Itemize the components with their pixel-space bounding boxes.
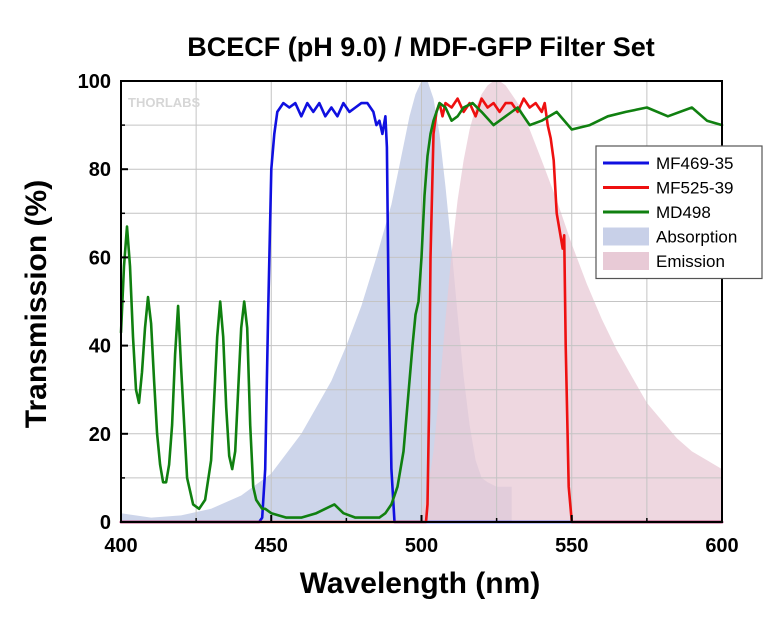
- chart-title: BCECF (pH 9.0) / MDF-GFP Filter Set: [187, 32, 655, 62]
- line-layer: [119, 97, 724, 524]
- legend-label-emission: Emission: [656, 252, 725, 271]
- legend-swatch-absorption: [603, 227, 649, 246]
- y-tick-label: 20: [89, 424, 111, 446]
- y-tick-label: 60: [89, 247, 111, 269]
- y-axis-title: Transmission (%): [20, 180, 53, 428]
- area-absorption: [121, 81, 512, 522]
- plot-area: THORLABS: [119, 81, 724, 524]
- legend-label-md498: MD498: [656, 203, 711, 222]
- legend-label-mf525-39: MF525-39: [656, 179, 733, 198]
- y-tick-label: 100: [78, 71, 111, 93]
- y-tick-label: 80: [89, 159, 111, 181]
- legend: MF469-35 MF525-39 MD498 Absorption Emission: [595, 145, 763, 280]
- x-tick-label: 400: [104, 535, 137, 557]
- legend-swatch-emission: [603, 252, 649, 270]
- x-tick-label: 500: [405, 535, 438, 557]
- y-tick-label: 0: [100, 512, 111, 534]
- thorlabs-watermark: THORLABS: [128, 95, 201, 110]
- tick-layer: 400 450 500 550 600 0 20 40 60 80 100: [78, 71, 739, 557]
- series-line-mf469-35: [119, 101, 724, 524]
- legend-label-absorption: Absorption: [656, 228, 737, 247]
- x-tick-label: 450: [255, 535, 288, 557]
- x-tick-label: 550: [555, 535, 588, 557]
- x-tick-label: 600: [705, 535, 738, 557]
- legend-label-mf469-35: MF469-35: [656, 154, 733, 173]
- x-axis-title: Wavelength (nm): [300, 567, 541, 600]
- y-tick-label: 40: [89, 336, 111, 358]
- series-line-md498: [119, 101, 724, 519]
